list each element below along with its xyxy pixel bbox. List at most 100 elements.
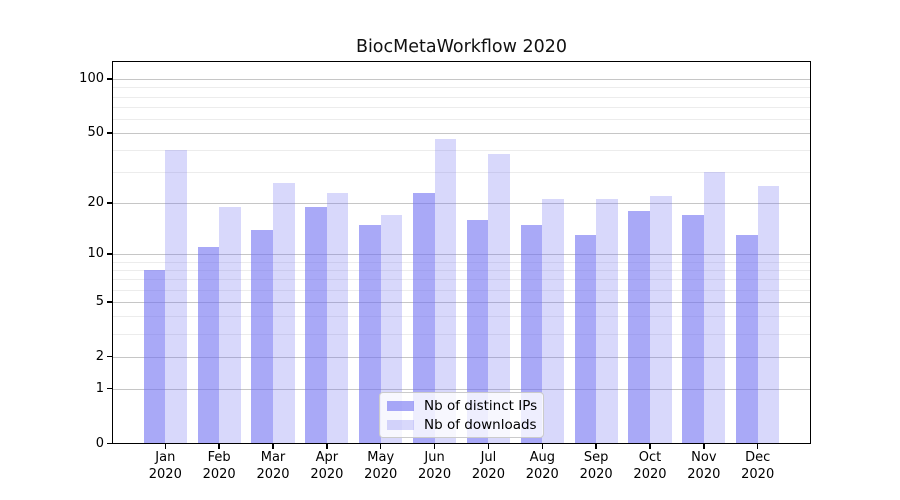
- y-axis-tick-label: 10: [87, 246, 104, 262]
- y-tick-mark: [106, 442, 112, 445]
- minor-gridline: [112, 118, 811, 120]
- bar-nb-of-downloads-sep: [596, 199, 618, 444]
- y-axis-tick-label: 5: [95, 294, 104, 310]
- x-tick-month: May: [367, 450, 395, 465]
- bar-nb-of-downloads-mar: [273, 183, 295, 444]
- legend: Nb of distinct IPs Nb of downloads: [379, 392, 544, 438]
- y-tick-mark: [106, 132, 112, 134]
- x-tick-month: Aug: [529, 450, 555, 465]
- minor-gridline: [112, 172, 811, 174]
- x-axis-tick-label: Oct 2020: [618, 450, 682, 483]
- x-tick-year: 2020: [579, 466, 613, 482]
- x-tick-year: 2020: [364, 466, 398, 482]
- x-tick-mark: [433, 444, 436, 449]
- major-gridline: [112, 356, 811, 358]
- major-gridline: [112, 254, 811, 256]
- legend-swatch-distinct-ips: [387, 400, 414, 411]
- bar-nb-of-downloads-may: [380, 215, 403, 444]
- bar-nb-of-distinct-ips-feb: [197, 247, 220, 444]
- x-tick-month: Jun: [424, 450, 445, 465]
- x-tick-month: Mar: [260, 450, 286, 465]
- bar-nb-of-downloads-dec: [757, 186, 780, 444]
- x-tick-mark: [703, 444, 705, 449]
- y-tick-mark: [106, 253, 112, 255]
- bar-nb-of-downloads-jul: [488, 154, 510, 444]
- bar-nb-of-downloads-oct: [649, 195, 672, 444]
- x-tick-mark: [218, 444, 220, 449]
- x-tick-year: 2020: [633, 466, 667, 482]
- bar-nb-of-distinct-ips-nov: [682, 215, 704, 444]
- x-tick-month: Jul: [480, 450, 497, 465]
- y-tick-mark: [106, 78, 112, 80]
- minor-gridline: [112, 270, 811, 271]
- major-gridline: [112, 388, 811, 390]
- x-tick-mark: [164, 444, 166, 449]
- y-tick-mark: [106, 388, 112, 390]
- y-tick-mark: [106, 301, 112, 303]
- minor-gridline: [112, 96, 811, 98]
- bar-nb-of-downloads-apr: [326, 192, 349, 444]
- minor-gridline: [112, 334, 811, 336]
- x-axis-tick-label: May 2020: [349, 450, 413, 483]
- x-tick-year: 2020: [471, 466, 505, 482]
- legend-entry-distinct-ips: Nb of distinct IPs: [387, 399, 543, 413]
- bar-nb-of-distinct-ips-may: [359, 224, 381, 444]
- y-axis-tick-label: 2: [95, 348, 104, 364]
- major-gridline: [112, 79, 811, 81]
- x-tick-year: 2020: [148, 466, 182, 482]
- x-tick-year: 2020: [741, 466, 775, 482]
- x-tick-month: Oct: [638, 450, 662, 465]
- legend-label-downloads: Nb of downloads: [424, 416, 537, 433]
- bar-nb-of-distinct-ips-aug: [520, 224, 543, 444]
- bar-nb-of-downloads-jan: [165, 150, 187, 444]
- bar-nb-of-distinct-ips-mar: [251, 229, 273, 444]
- x-tick-year: 2020: [525, 466, 559, 482]
- minor-gridline: [112, 279, 811, 281]
- minor-gridline: [112, 316, 811, 318]
- minor-gridline: [112, 106, 811, 108]
- x-axis-tick-label: Jul 2020: [456, 450, 520, 483]
- x-tick-year: 2020: [418, 466, 452, 482]
- x-axis-tick-label: Apr 2020: [295, 450, 359, 483]
- chart-title: BiocMetaWorkflow 2020: [355, 37, 568, 57]
- legend-entry-downloads: Nb of downloads: [387, 418, 543, 432]
- minor-gridline: [112, 87, 811, 89]
- x-tick-mark: [649, 444, 651, 449]
- x-tick-year: 2020: [256, 466, 290, 482]
- y-axis-tick-label: 1: [95, 380, 104, 396]
- major-gridline: [112, 133, 811, 135]
- x-tick-month: Feb: [207, 450, 231, 465]
- x-axis-tick-label: Jun 2020: [403, 450, 467, 483]
- major-gridline: [112, 203, 811, 205]
- x-axis-tick-label: Sep 2020: [564, 450, 628, 483]
- legend-label-distinct-ips: Nb of distinct IPs: [424, 397, 538, 414]
- x-axis-tick-label: Dec 2020: [726, 450, 790, 483]
- x-tick-mark: [380, 444, 382, 449]
- y-axis-tick-label: 50: [87, 125, 104, 141]
- bar-nb-of-distinct-ips-dec: [736, 235, 758, 444]
- y-axis-tick-label: 0: [95, 435, 104, 451]
- x-tick-year: 2020: [687, 466, 721, 482]
- x-tick-mark: [272, 444, 274, 449]
- bar-nb-of-downloads-aug: [542, 199, 564, 444]
- y-axis-tick-label: 100: [79, 71, 104, 87]
- bar-nb-of-downloads-jun: [434, 139, 457, 444]
- x-tick-mark: [756, 444, 759, 449]
- major-gridline: [112, 302, 811, 304]
- x-tick-month: Jan: [155, 450, 176, 465]
- bar-nb-of-distinct-ips-oct: [628, 211, 650, 444]
- bar-nb-of-distinct-ips-apr: [305, 206, 327, 444]
- y-tick-mark: [106, 202, 112, 204]
- minor-gridline: [112, 289, 811, 291]
- bar-nb-of-distinct-ips-jul: [466, 219, 489, 444]
- x-axis-tick-label: Feb 2020: [187, 450, 251, 483]
- minor-gridline: [112, 150, 811, 152]
- bar-nb-of-distinct-ips-sep: [574, 235, 597, 444]
- y-axis-tick-label: 20: [87, 195, 104, 211]
- y-tick-mark: [106, 356, 112, 358]
- bar-nb-of-distinct-ips-jun: [413, 192, 435, 444]
- x-tick-year: 2020: [310, 466, 344, 482]
- x-tick-year: 2020: [202, 466, 236, 482]
- x-tick-month: Nov: [691, 450, 717, 465]
